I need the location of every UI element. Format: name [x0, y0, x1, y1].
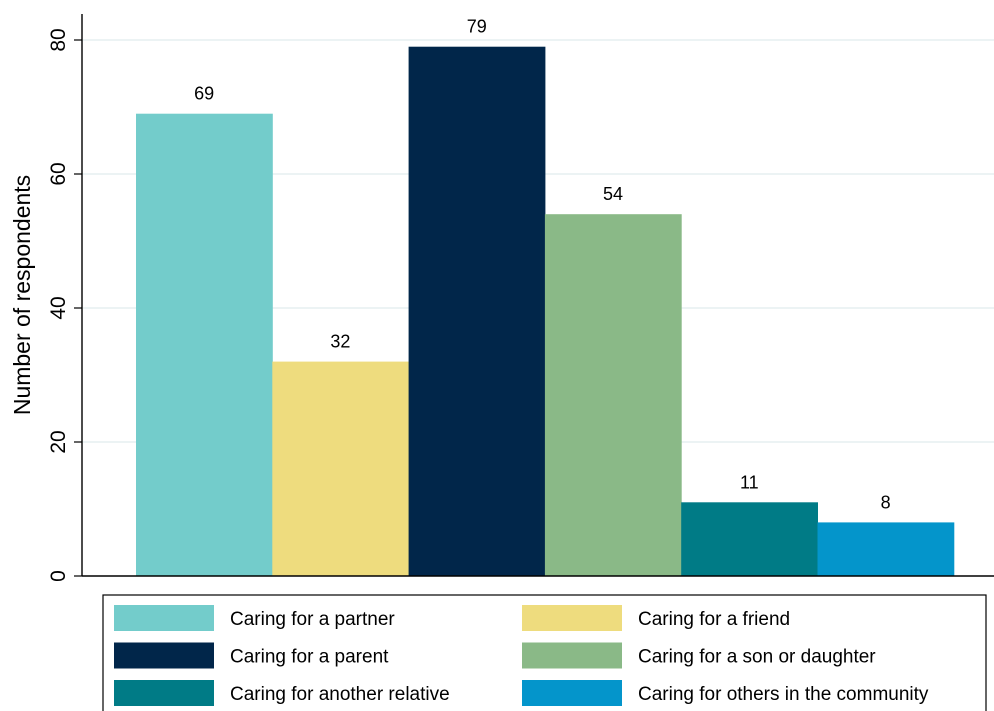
legend-label: Caring for a parent: [230, 647, 389, 668]
legend: Caring for a partner Caring for a friend C…: [102, 594, 987, 711]
legend-swatch: [114, 642, 214, 669]
y-tick-label: 20: [47, 430, 70, 453]
bar: [544, 214, 682, 576]
legend-swatch: [522, 605, 622, 631]
bar-value-label: 32: [330, 332, 350, 352]
legend-label: Caring for another relative: [230, 684, 450, 705]
y-tick-label: 0: [47, 570, 70, 582]
bar: [136, 113, 273, 576]
bar: [408, 46, 546, 576]
legend-swatch: [522, 642, 622, 669]
bar-value-label: 54: [603, 184, 623, 204]
legend-swatch: [114, 605, 214, 631]
bar-value-label: 8: [881, 492, 891, 512]
y-tick-label: 40: [47, 296, 70, 319]
bar-value-label: 79: [467, 17, 487, 37]
y-axis-label: Number of respondents: [9, 175, 35, 415]
y-tick-label: 60: [47, 162, 70, 185]
legend-label: Caring for a partner: [230, 609, 395, 630]
legend-label: Caring for others in the community: [638, 684, 929, 705]
bar: [817, 522, 955, 576]
y-axis: 0 20 40 60 80: [47, 14, 994, 582]
bar: [681, 502, 818, 576]
bar-value-label: 11: [740, 472, 759, 492]
y-tick-label: 80: [47, 28, 70, 51]
bar-value-labels: 69 32 79 54 11 8: [194, 17, 891, 513]
legend-swatch: [522, 680, 622, 706]
bar: [272, 361, 410, 576]
legend-swatch: [114, 680, 214, 706]
legend-label: Caring for a friend: [638, 609, 790, 630]
bars: [136, 46, 955, 576]
bar-value-label: 69: [194, 84, 214, 104]
legend-label: Caring for a son or daughter: [638, 647, 876, 668]
